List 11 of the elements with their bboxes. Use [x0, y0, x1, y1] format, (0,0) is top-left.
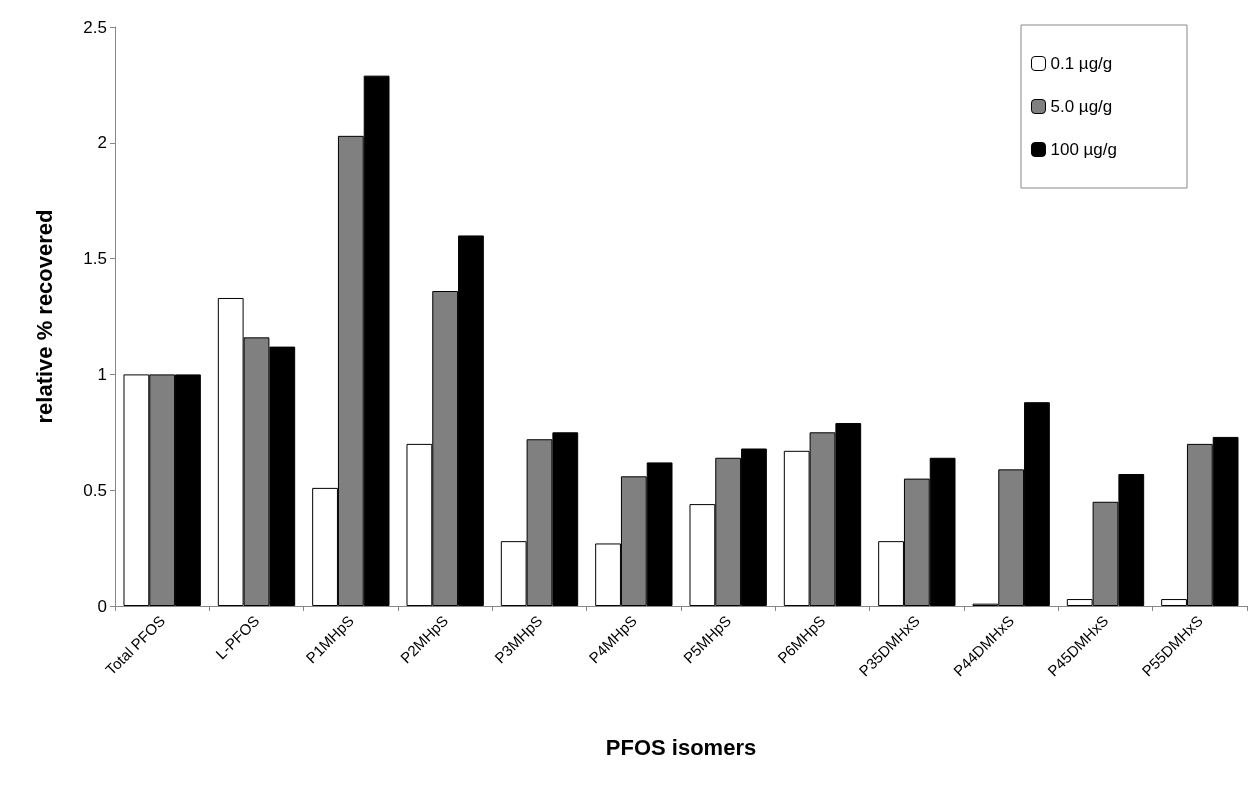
- x-axis-title: PFOS isomers: [605, 734, 757, 760]
- y-tick-label: 1: [97, 364, 107, 384]
- legend-label: 100 µg/g: [1050, 140, 1117, 159]
- y-tick-label: 2.5: [83, 17, 107, 37]
- y-axis-title: relative % recovered: [31, 209, 57, 424]
- y-tick-label: 0.5: [83, 480, 107, 500]
- y-tick-label: 2: [97, 133, 107, 153]
- legend-label: 5.0 µg/g: [1050, 97, 1113, 116]
- y-tick-label: 1.5: [83, 249, 107, 269]
- y-tick-label: 0: [97, 596, 107, 616]
- legend-label: 0.1 µg/g: [1050, 54, 1113, 73]
